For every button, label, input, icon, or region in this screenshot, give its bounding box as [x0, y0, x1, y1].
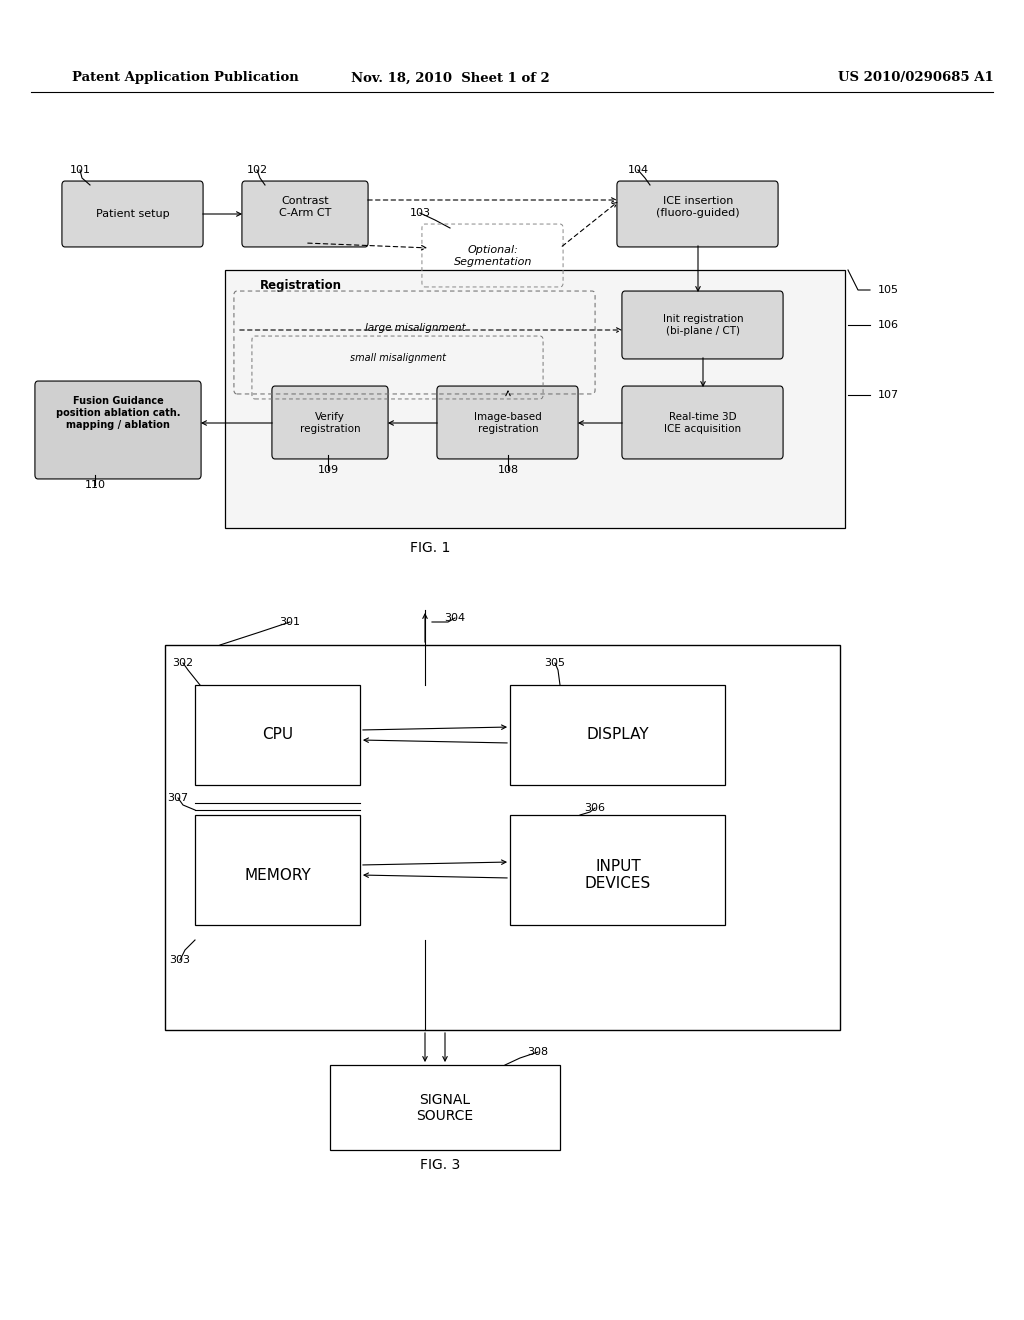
- FancyBboxPatch shape: [35, 381, 201, 479]
- FancyBboxPatch shape: [242, 181, 368, 247]
- Text: 109: 109: [317, 465, 339, 475]
- Text: 306: 306: [585, 803, 605, 813]
- Text: large misalignment: large misalignment: [365, 323, 465, 333]
- Text: 302: 302: [172, 657, 194, 668]
- Text: 102: 102: [247, 165, 267, 176]
- FancyBboxPatch shape: [61, 181, 203, 247]
- Text: Fusion Guidance
position ablation cath.
mapping / ablation: Fusion Guidance position ablation cath. …: [55, 396, 180, 429]
- FancyBboxPatch shape: [622, 290, 783, 359]
- Text: DISPLAY: DISPLAY: [587, 727, 649, 742]
- Text: Contrast
C-Arm CT: Contrast C-Arm CT: [279, 197, 331, 218]
- Text: 107: 107: [878, 389, 899, 400]
- Text: 106: 106: [878, 319, 899, 330]
- Text: Optional:
Segmentation: Optional: Segmentation: [454, 246, 532, 267]
- Text: US 2010/0290685 A1: US 2010/0290685 A1: [838, 71, 993, 84]
- FancyBboxPatch shape: [616, 181, 778, 247]
- Text: Image-based
registration: Image-based registration: [474, 412, 542, 434]
- Text: 108: 108: [498, 465, 518, 475]
- Text: 303: 303: [170, 954, 190, 965]
- Text: 104: 104: [628, 165, 648, 176]
- Text: ICE insertion
(fluoro-guided): ICE insertion (fluoro-guided): [656, 197, 739, 218]
- Text: 305: 305: [545, 657, 565, 668]
- Text: INPUT
DEVICES: INPUT DEVICES: [585, 859, 651, 891]
- Text: CPU: CPU: [262, 727, 294, 742]
- Text: Patient setup: Patient setup: [96, 209, 170, 219]
- Text: FIG. 1: FIG. 1: [410, 541, 451, 554]
- FancyBboxPatch shape: [622, 385, 783, 459]
- Text: Init registration
(bi-plane / CT): Init registration (bi-plane / CT): [663, 314, 743, 335]
- Bar: [195, 814, 360, 925]
- Text: MEMORY: MEMORY: [245, 867, 311, 883]
- Text: 304: 304: [444, 612, 466, 623]
- Text: Nov. 18, 2010  Sheet 1 of 2: Nov. 18, 2010 Sheet 1 of 2: [351, 71, 550, 84]
- Bar: [510, 685, 725, 785]
- Text: 110: 110: [85, 480, 105, 490]
- Text: 101: 101: [70, 165, 90, 176]
- Text: 301: 301: [280, 616, 300, 627]
- Bar: [165, 645, 840, 1030]
- Text: small misalignment: small misalignment: [350, 352, 446, 363]
- Text: Registration: Registration: [260, 279, 342, 292]
- FancyBboxPatch shape: [437, 385, 579, 459]
- Text: 307: 307: [168, 793, 188, 803]
- Text: 103: 103: [410, 209, 430, 218]
- Bar: [225, 271, 845, 528]
- Text: 308: 308: [527, 1047, 549, 1057]
- Text: Verify
registration: Verify registration: [300, 412, 360, 434]
- Text: 105: 105: [878, 285, 899, 294]
- Text: SIGNAL
SOURCE: SIGNAL SOURCE: [417, 1093, 473, 1123]
- Bar: [330, 1065, 560, 1150]
- FancyBboxPatch shape: [272, 385, 388, 459]
- Text: Real-time 3D
ICE acquisition: Real-time 3D ICE acquisition: [665, 412, 741, 434]
- Bar: [195, 685, 360, 785]
- Bar: [510, 814, 725, 925]
- Text: FIG. 3: FIG. 3: [420, 1158, 460, 1172]
- Text: Patent Application Publication: Patent Application Publication: [72, 71, 298, 84]
